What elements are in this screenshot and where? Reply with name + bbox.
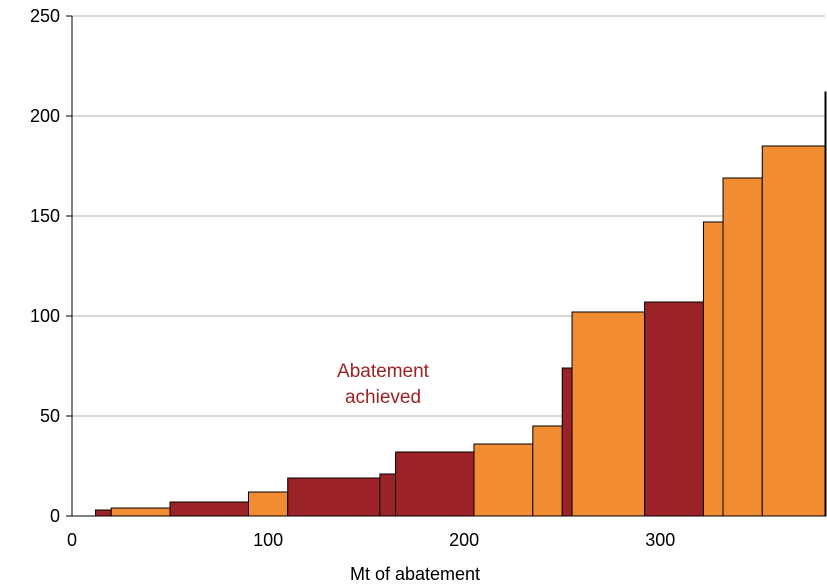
y-tick-label: 100 (30, 306, 60, 326)
bars (95, 91, 827, 517)
bar-cost (722, 177, 763, 517)
bar-cost (761, 145, 826, 517)
y-tick-label: 50 (40, 406, 60, 426)
annotation-line-2: achieved (345, 387, 421, 408)
bar-cost (571, 311, 646, 517)
tick-labels: 0 50 100 150 200 250 0 100 200 300 (30, 6, 675, 550)
x-tick-label: 300 (645, 530, 675, 550)
axes (71, 16, 825, 517)
bar-achieved (379, 473, 397, 517)
abatement-achieved-annotation: Abatement achieved (337, 361, 430, 408)
bar-cost (110, 507, 171, 517)
y-tick-label: 150 (30, 206, 60, 226)
y-tick-label: 200 (30, 106, 60, 126)
x-axis-title: Mt of abatement (350, 564, 480, 584)
bar-achieved (95, 509, 112, 517)
y-tick-label: 0 (50, 506, 60, 526)
bar-achieved (169, 501, 249, 517)
x-tick-label: 200 (449, 530, 479, 550)
bar-cost (473, 443, 534, 517)
bar-achieved (561, 367, 573, 517)
bar-achieved (395, 451, 475, 517)
bar-cost (532, 425, 563, 517)
x-tick-label: 0 (67, 530, 77, 550)
bar-cost (247, 491, 289, 517)
annotation-line-1: Abatement (337, 361, 430, 382)
bar-achieved (287, 477, 381, 517)
bar-cost (824, 91, 827, 517)
x-tick-label: 100 (253, 530, 283, 550)
bar-achieved (644, 301, 704, 517)
bar-cost (702, 221, 724, 517)
y-tick-label: 250 (30, 6, 60, 26)
